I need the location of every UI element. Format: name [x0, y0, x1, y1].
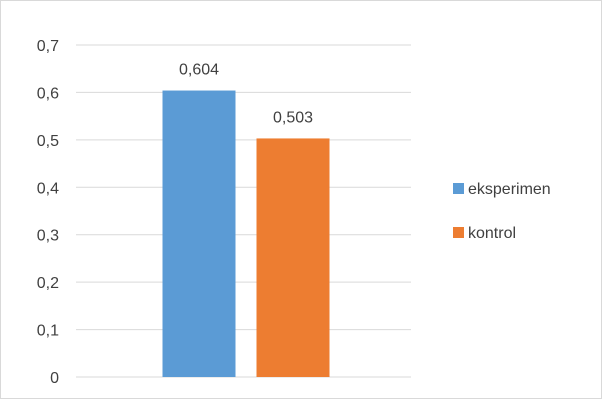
y-tick-label: 0,1	[37, 323, 59, 340]
legend-label-eksperimen: eksperimen	[468, 181, 551, 198]
y-tick-label: 0,7	[37, 38, 59, 55]
y-axis-tick-labels: 0 0,1 0,2 0,3 0,4 0,5 0,6 0,7	[37, 38, 59, 387]
data-labels: 0,604 0,503	[179, 62, 313, 127]
y-tick-label: 0,6	[37, 85, 59, 102]
gridlines	[76, 44, 411, 378]
y-tick-label: 0,2	[37, 275, 59, 292]
bar-kontrol	[256, 138, 330, 377]
legend-label-kontrol: kontrol	[468, 225, 516, 242]
data-label-eksperimen: 0,604	[179, 62, 219, 79]
legend-swatch-eksperimen	[453, 183, 464, 194]
data-label-kontrol: 0,503	[273, 109, 313, 126]
y-tick-label: 0	[50, 370, 59, 387]
y-tick-label: 0,5	[37, 133, 59, 150]
bars	[162, 90, 330, 377]
bar-eksperimen	[162, 90, 236, 377]
legend: eksperimen kontrol	[453, 181, 551, 242]
legend-swatch-kontrol	[453, 227, 464, 238]
y-tick-label: 0,4	[37, 180, 59, 197]
y-tick-label: 0,3	[37, 228, 59, 245]
